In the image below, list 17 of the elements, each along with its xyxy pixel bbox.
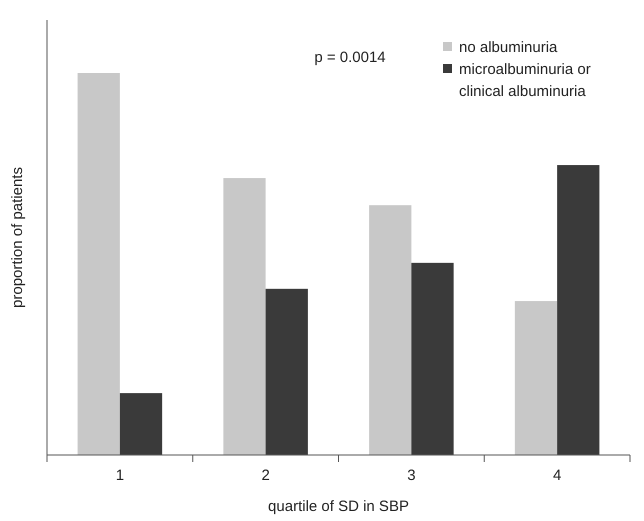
y-axis-title: proportion of patients bbox=[9, 167, 26, 308]
x-tick-label: 1 bbox=[116, 467, 124, 484]
bar bbox=[514, 301, 558, 455]
bar bbox=[411, 262, 454, 455]
bar bbox=[557, 165, 600, 455]
text: p = 0.0014 bbox=[314, 49, 386, 66]
bar bbox=[369, 205, 412, 455]
x-axis-title: quartile of SD in SBP bbox=[268, 498, 409, 515]
legend-label: microalbuminuria or clinical albuminuria bbox=[459, 61, 591, 100]
legend-label: no albuminuria bbox=[459, 39, 558, 56]
bar bbox=[223, 178, 266, 455]
bar bbox=[120, 393, 162, 455]
bar bbox=[266, 288, 308, 455]
x-tick-label: 3 bbox=[407, 467, 416, 484]
x-tick-label: 2 bbox=[261, 467, 270, 484]
x-tick-label: 4 bbox=[552, 467, 562, 484]
bar bbox=[78, 73, 120, 455]
